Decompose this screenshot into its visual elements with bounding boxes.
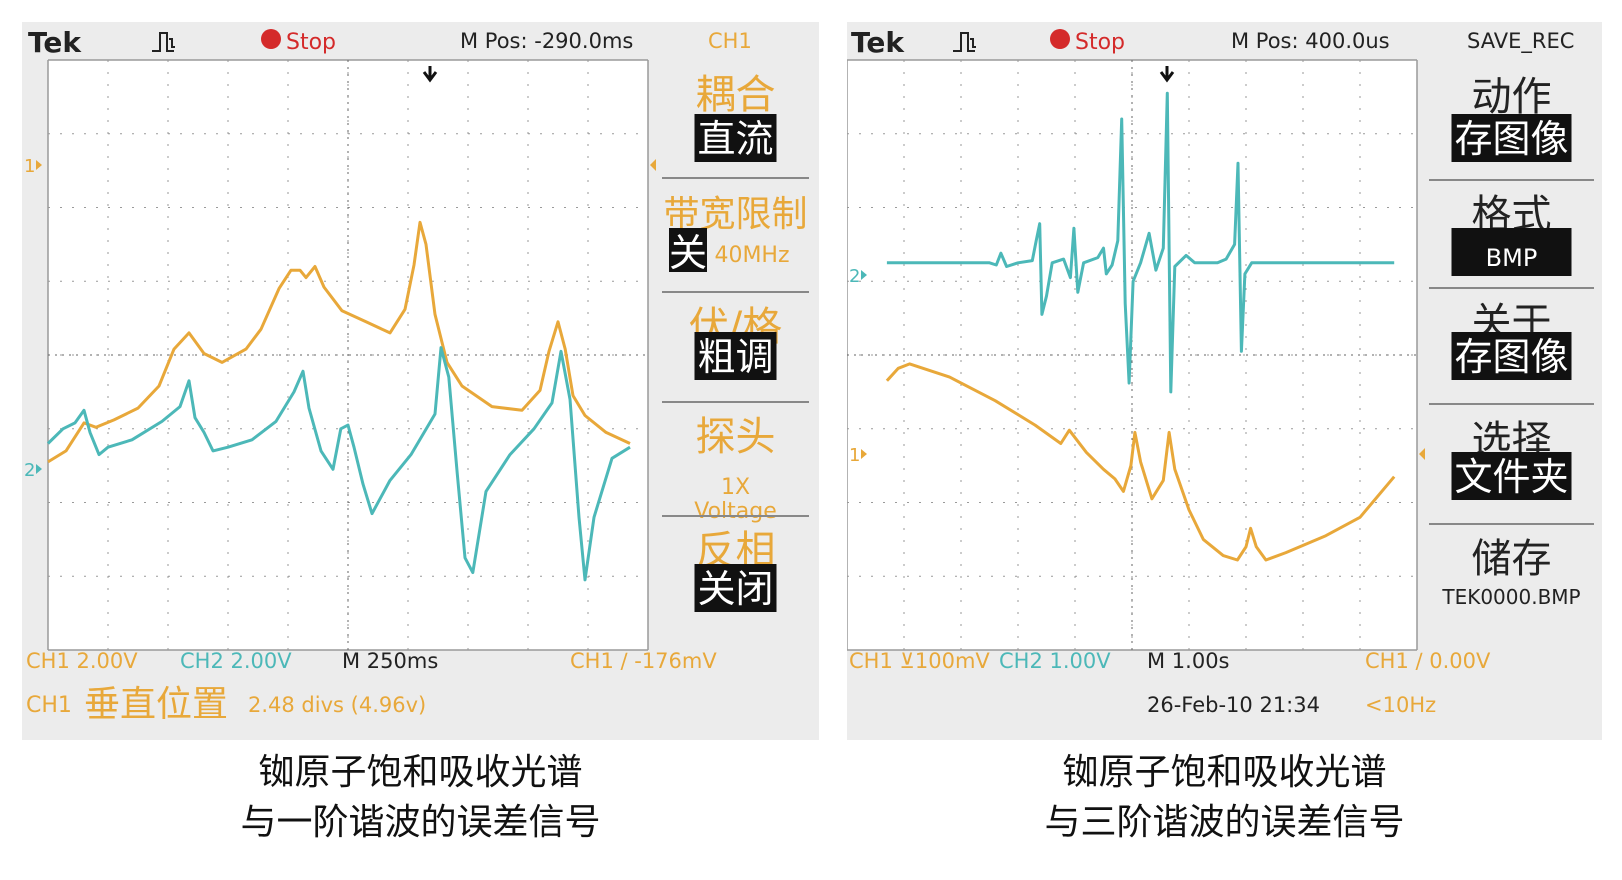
menu-value-left-1: 关 [669,231,707,275]
m-pos-left: M Pos: -290.0ms [460,29,633,53]
channel-marker-left: 2 [24,460,35,481]
channel-marker-arrow-icon-right [861,270,867,280]
caption-left-line1: 铷原子饱和吸收光谱 [258,752,583,793]
trace-ch1-left [47,220,631,464]
trace-ch1-right [885,362,1396,562]
graticule-left [47,59,649,651]
ch2-scale-right: CH2 1.00V [999,649,1111,673]
menu-value-right-4: TEK0000.BMP [1441,585,1580,609]
menu-title-left-3: 探头 [696,414,776,460]
channel-marker-right: 2 [849,266,860,287]
menu-value-left-3: 1X [721,475,750,500]
status-title-left: 垂直位置 [84,684,228,725]
menu-value-right-1: BMP [1486,244,1538,272]
menu-value-right-3: 文件夹 [1454,455,1568,499]
menu-title-right: SAVE_REC [1467,29,1574,54]
menu-value-box-left-4 [694,564,777,612]
menu-title-right-0: 动作 [1472,74,1552,120]
menu-value-box-left-1 [669,228,707,272]
menu-extra-left-3: Voltage [694,499,777,524]
menu-value-left-0: 直流 [697,117,773,161]
status-value-left: 2.48 divs (4.96v) [248,693,426,717]
menu-value-left-4: 关闭 [697,567,773,611]
menu-value-right-2: 存图像 [1454,335,1568,379]
trace-ch2-left [46,346,631,582]
channel-marker-arrow-icon-left [36,464,42,474]
menu-extra-left-1: 40MHz [714,243,789,268]
caption-left: 铷原子饱和吸收光谱 与一阶谐波的误差信号 [22,748,819,848]
caption-right: 铷原子饱和吸收光谱 与三阶谐波的误差信号 [847,748,1602,848]
menu-value-box-right-2 [1451,332,1572,380]
channel-marker-arrow-icon-left [36,160,42,170]
datetime-right: 26-Feb-10 21:34 [1147,693,1320,717]
pulse-trigger-icon-left [152,32,175,52]
menu-value-box-right-1 [1451,228,1572,276]
caption-right-line2: 与三阶谐波的误差信号 [1044,802,1405,843]
timebase-right: M 1.00s [1147,649,1230,673]
trigger-level-arrow-icon-right [1419,448,1425,460]
trigger-position-marker-left [422,66,438,83]
run-state-left: Stop [286,30,336,55]
trace-ch2-right [886,91,1395,394]
channel-marker-left: 1 [24,156,35,177]
oscilloscope-chart-right: Tek Stop M Pos: 400.0us SAVE_REC 21 动作存图… [847,26,1594,717]
channel-marker-arrow-icon-right [861,449,867,459]
menu-value-box-left-0 [694,114,777,162]
stop-indicator-icon-left [261,29,281,49]
menu-value-box-right-0 [1451,114,1572,162]
caption-left-line2: 与一阶谐波的误差信号 [240,802,601,843]
timebase-left: M 250ms [342,649,438,673]
menu-value-box-left-2 [694,332,777,380]
trigger-level-left: CH1 ∕ -176mV [570,649,717,673]
m-pos-right: M Pos: 400.0us [1231,29,1390,53]
trigger-level-arrow-icon-left [650,159,656,171]
frequency-right: <10Hz [1365,693,1436,717]
ch1-scale-right: CH1 ⊻100mV [849,649,990,673]
ch1-scale-left: CH1 2.00V [26,649,138,673]
channel-marker-right: 1 [849,445,860,466]
status-channel-left: CH1 [26,693,72,718]
oscilloscope-chart-left: Tek Stop M Pos: -290.0ms CH1 12 耦合直流带宽限制… [24,26,809,725]
pulse-trigger-icon-right [953,32,976,52]
brand-label-left: Tek [28,26,82,59]
menu-title-left: CH1 [708,29,752,53]
run-state-right: Stop [1075,30,1125,55]
trigger-level-right: CH1 ∕ 0.00V [1365,649,1491,673]
trigger-position-marker-right [1159,66,1175,83]
menu-value-box-right-3 [1451,452,1572,500]
ch2-scale-left: CH2 2.00V [180,649,292,673]
menu-title-right-4: 储存 [1472,536,1552,582]
caption-right-line1: 铷原子饱和吸收光谱 [1062,752,1387,793]
menu-title-left-0: 耦合 [696,72,776,118]
graticule-right [847,59,1418,651]
brand-label-right: Tek [851,26,905,59]
menu-value-right-0: 存图像 [1454,117,1568,161]
menu-value-left-2: 粗调 [697,335,773,379]
stop-indicator-icon-right [1050,29,1070,49]
